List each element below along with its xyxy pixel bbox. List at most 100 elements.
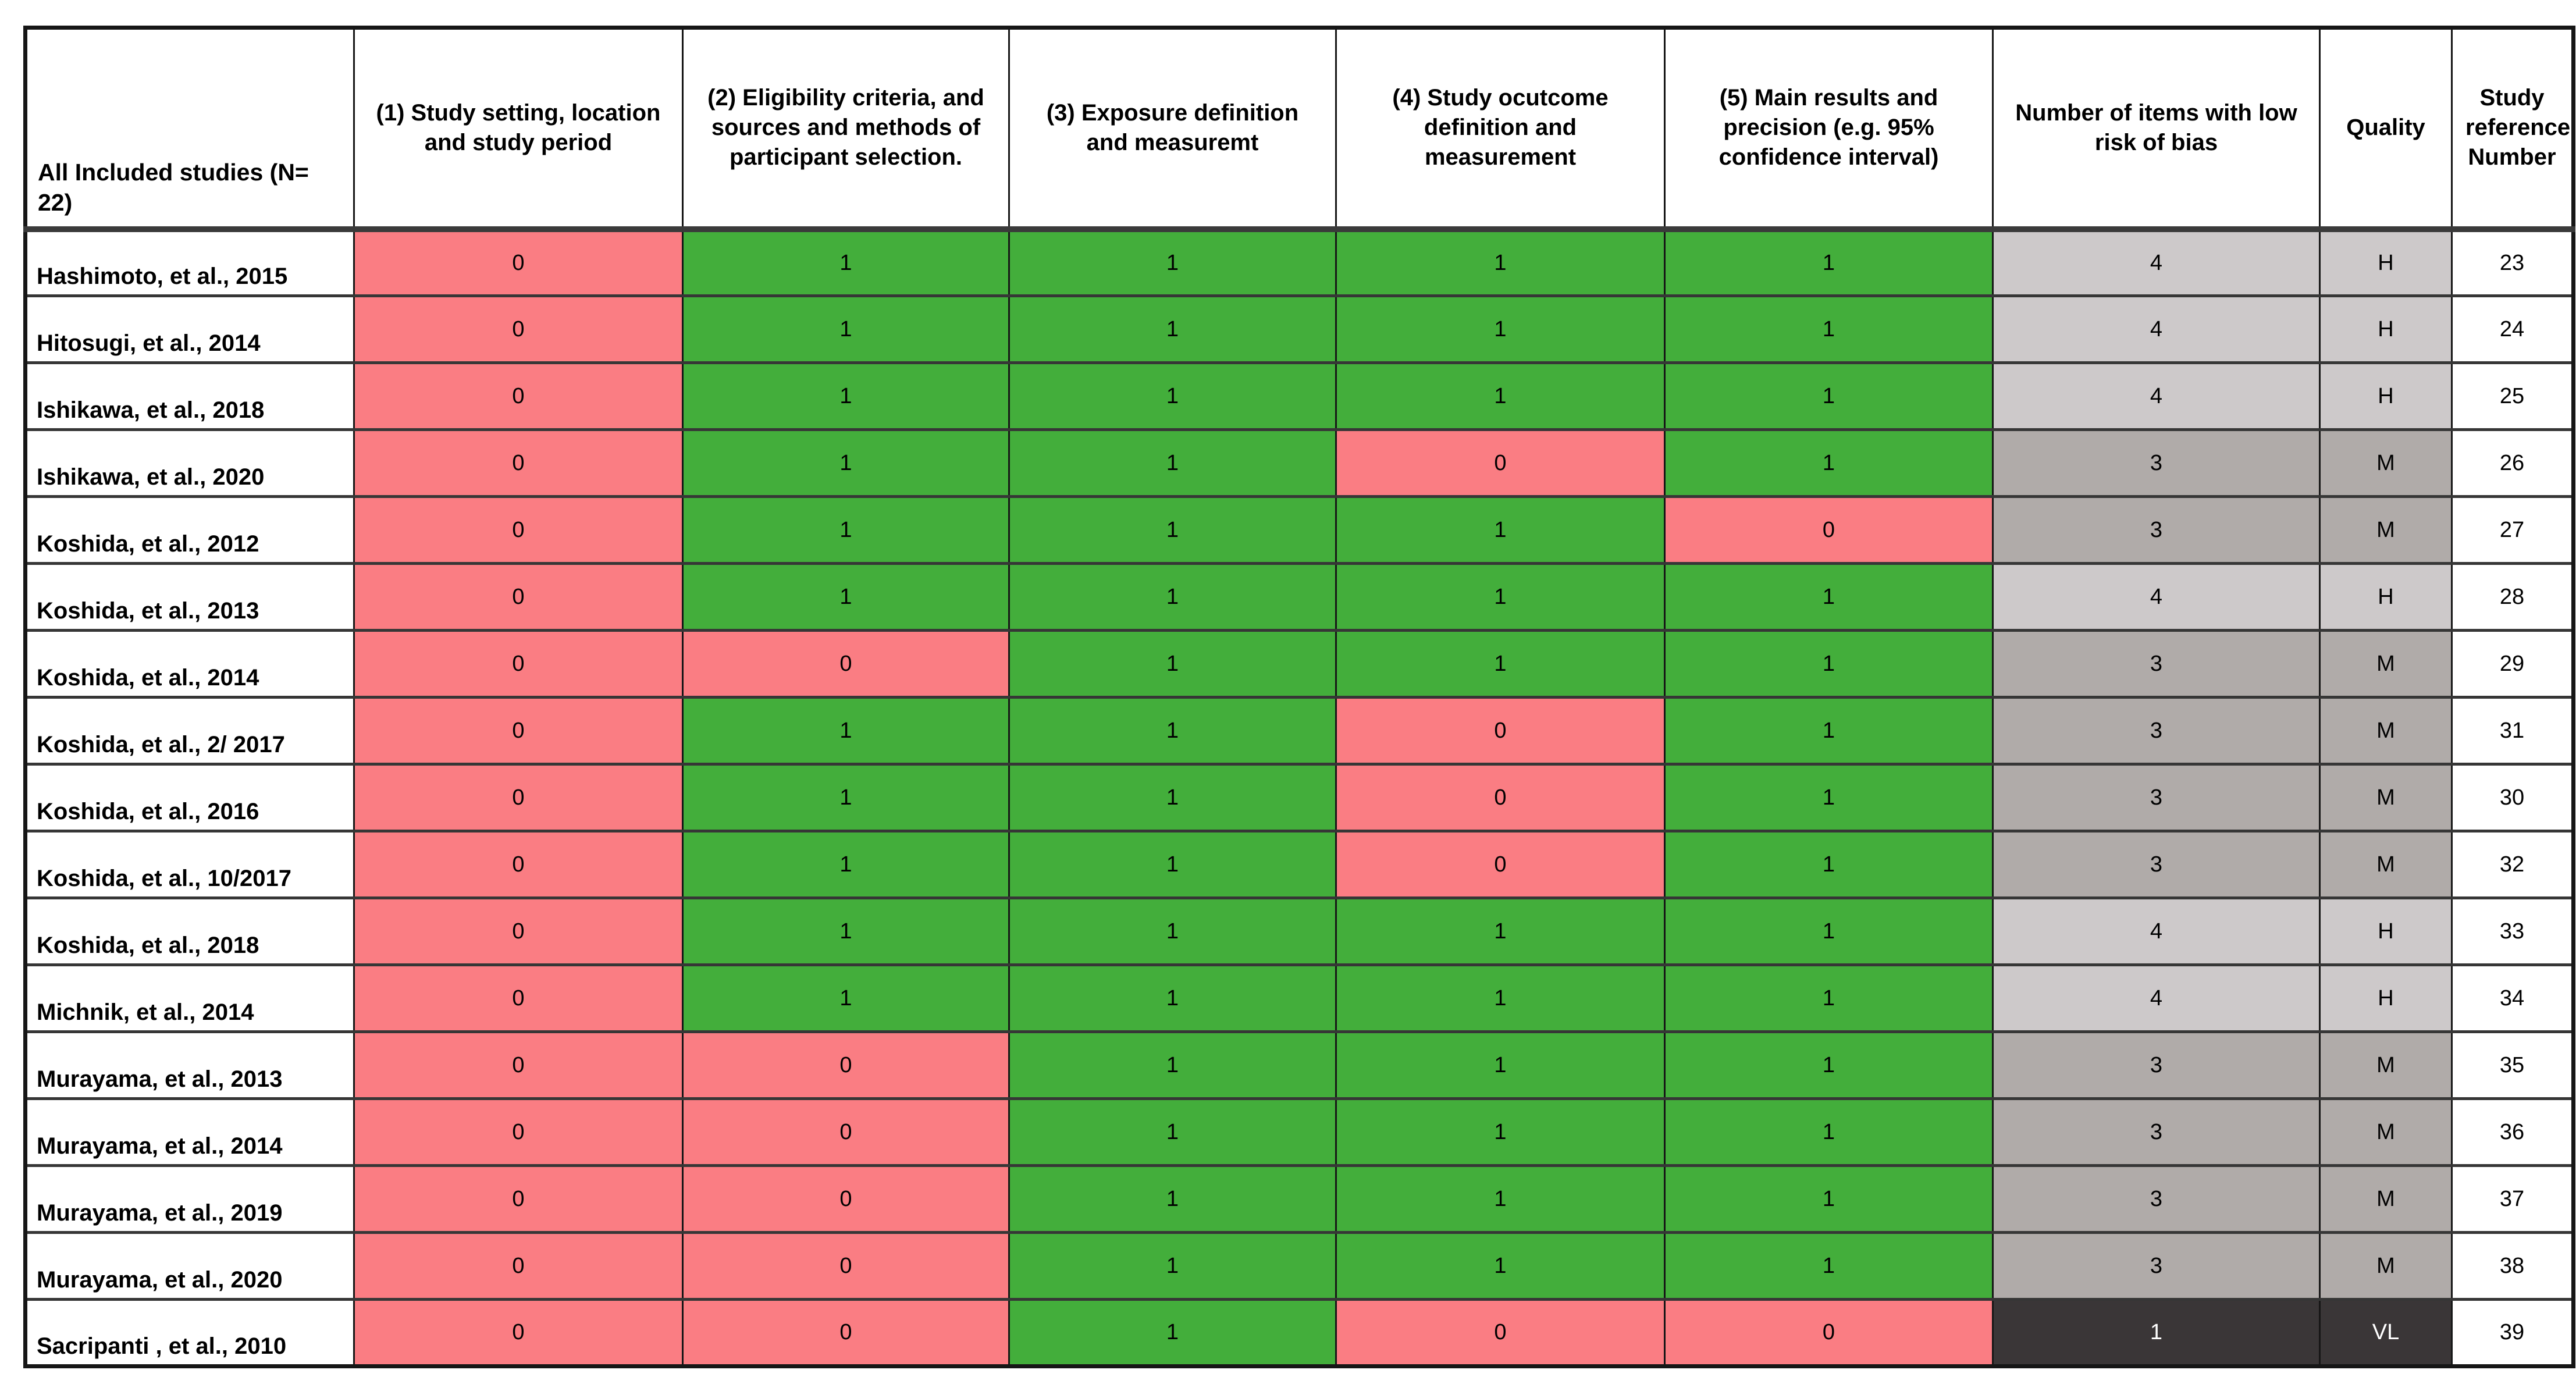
reference-cell: 26: [2451, 428, 2574, 498]
study-name: Koshida, et al., 2012: [24, 495, 355, 565]
table-row: Koshida, et al., 2018 0 1 1 1 1 4 H 33: [24, 896, 2574, 966]
item-score-cell: 1: [682, 830, 1010, 899]
reference-cell: 34: [2451, 963, 2574, 1033]
item-score-cell: 1: [1335, 629, 1666, 699]
table-row: Michnik, et al., 2014 0 1 1 1 1 4 H 34: [24, 963, 2574, 1033]
item-score-cell: 1: [1664, 896, 1994, 966]
item-score-cell: 1: [1335, 495, 1666, 565]
reference-cell: 30: [2451, 763, 2574, 832]
quality-cell: H: [2319, 294, 2453, 364]
study-name: Hashimoto, et al., 2015: [24, 227, 355, 297]
reference-cell: 38: [2451, 1231, 2574, 1301]
item-score-cell: 1: [1008, 763, 1337, 832]
item-score-cell: 0: [682, 1164, 1010, 1234]
item-score-cell: 1: [682, 495, 1010, 565]
item-score-cell: 1: [1008, 1231, 1337, 1301]
item-score-cell: 1: [1008, 1164, 1337, 1234]
table-row: Ishikawa, et al., 2020 0 1 1 0 1 3 M 26: [24, 428, 2574, 498]
quality-cell: M: [2319, 830, 2453, 899]
item-score-cell: 1: [1335, 562, 1666, 632]
reference-cell: 27: [2451, 495, 2574, 565]
study-name: Sacripanti , et al., 2010: [24, 1298, 355, 1368]
item-score-cell: 1: [1335, 963, 1666, 1033]
table-body: Hashimoto, et al., 2015 0 1 1 1 1 4 H 23…: [24, 227, 2574, 1368]
item-score-cell: 1: [1335, 1030, 1666, 1100]
item-score-cell: 0: [353, 629, 684, 699]
item-score-cell: 1: [1664, 629, 1994, 699]
item-score-cell: 1: [1008, 1030, 1337, 1100]
low-risk-count-cell: 3: [1992, 696, 2321, 766]
item-score-cell: 1: [1335, 1164, 1666, 1234]
item-score-cell: 0: [682, 1097, 1010, 1167]
item-score-cell: 1: [1008, 1298, 1337, 1368]
quality-cell: M: [2319, 1097, 2453, 1167]
low-risk-count-cell: 3: [1992, 629, 2321, 699]
study-name: Murayama, et al., 2019: [24, 1164, 355, 1234]
low-risk-count-cell: 3: [1992, 830, 2321, 899]
item-score-cell: 0: [353, 1298, 684, 1368]
item-score-cell: 1: [682, 963, 1010, 1033]
study-name: Koshida, et al., 2013: [24, 562, 355, 632]
item-score-cell: 0: [682, 629, 1010, 699]
item-score-cell: 1: [682, 896, 1010, 966]
study-name: Koshida, et al., 2014: [24, 629, 355, 699]
quality-cell: H: [2319, 227, 2453, 297]
item-score-cell: 1: [1664, 562, 1994, 632]
item-score-cell: 1: [1008, 361, 1337, 431]
header-study-reference-number: Study reference Number: [2451, 26, 2574, 232]
low-risk-count-cell: 3: [1992, 1164, 2321, 1234]
item-score-cell: 1: [1008, 562, 1337, 632]
item-score-cell: 1: [1008, 830, 1337, 899]
header-criterion-5: (5) Main results and precision (e.g. 95%…: [1664, 26, 1994, 232]
item-score-cell: 1: [1664, 361, 1994, 431]
quality-cell: M: [2319, 763, 2453, 832]
item-score-cell: 1: [1335, 1231, 1666, 1301]
header-criterion-2: (2) Eligibility criteria, and sources an…: [682, 26, 1010, 232]
item-score-cell: 1: [1335, 361, 1666, 431]
table-row: Sacripanti , et al., 2010 0 0 1 0 0 1 VL…: [24, 1298, 2574, 1368]
reference-cell: 32: [2451, 830, 2574, 899]
item-score-cell: 1: [1664, 1231, 1994, 1301]
item-score-cell: 1: [1664, 428, 1994, 498]
item-score-cell: 1: [682, 428, 1010, 498]
study-name: Ishikawa, et al., 2020: [24, 428, 355, 498]
low-risk-count-cell: 4: [1992, 896, 2321, 966]
item-score-cell: 0: [1664, 495, 1994, 565]
study-name: Murayama, et al., 2020: [24, 1231, 355, 1301]
item-score-cell: 1: [1664, 696, 1994, 766]
item-score-cell: 0: [1335, 696, 1666, 766]
low-risk-count-cell: 3: [1992, 428, 2321, 498]
item-score-cell: 0: [353, 495, 684, 565]
item-score-cell: 0: [1335, 1298, 1666, 1368]
item-score-cell: 0: [353, 696, 684, 766]
item-score-cell: 0: [1335, 428, 1666, 498]
quality-cell: M: [2319, 495, 2453, 565]
reference-cell: 25: [2451, 361, 2574, 431]
item-score-cell: 1: [682, 562, 1010, 632]
table-row: Ishikawa, et al., 2018 0 1 1 1 1 4 H 25: [24, 361, 2574, 431]
item-score-cell: 0: [353, 763, 684, 832]
header-criterion-3: (3) Exposure definition and measuremt: [1008, 26, 1337, 232]
quality-cell: H: [2319, 896, 2453, 966]
study-name: Koshida, et al., 2018: [24, 896, 355, 966]
item-score-cell: 1: [1664, 763, 1994, 832]
item-score-cell: 1: [1008, 294, 1337, 364]
item-score-cell: 1: [1664, 1097, 1994, 1167]
item-score-cell: 0: [682, 1030, 1010, 1100]
reference-cell: 28: [2451, 562, 2574, 632]
item-score-cell: 0: [353, 227, 684, 297]
table-header: All Included studies (N= 22) (1) Study s…: [24, 26, 2574, 232]
reference-cell: 36: [2451, 1097, 2574, 1167]
item-score-cell: 0: [353, 830, 684, 899]
table-row: Koshida, et al., 2012 0 1 1 1 0 3 M 27: [24, 495, 2574, 565]
table-row: Murayama, et al., 2019 0 0 1 1 1 3 M 37: [24, 1164, 2574, 1234]
reference-cell: 31: [2451, 696, 2574, 766]
table-row: Koshida, et al., 2/ 2017 0 1 1 0 1 3 M 3…: [24, 696, 2574, 766]
item-score-cell: 0: [353, 361, 684, 431]
quality-cell: H: [2319, 562, 2453, 632]
item-score-cell: 0: [353, 1097, 684, 1167]
quality-cell: M: [2319, 428, 2453, 498]
item-score-cell: 1: [1664, 963, 1994, 1033]
item-score-cell: 1: [682, 696, 1010, 766]
table-row: Murayama, et al., 2014 0 0 1 1 1 3 M 36: [24, 1097, 2574, 1167]
